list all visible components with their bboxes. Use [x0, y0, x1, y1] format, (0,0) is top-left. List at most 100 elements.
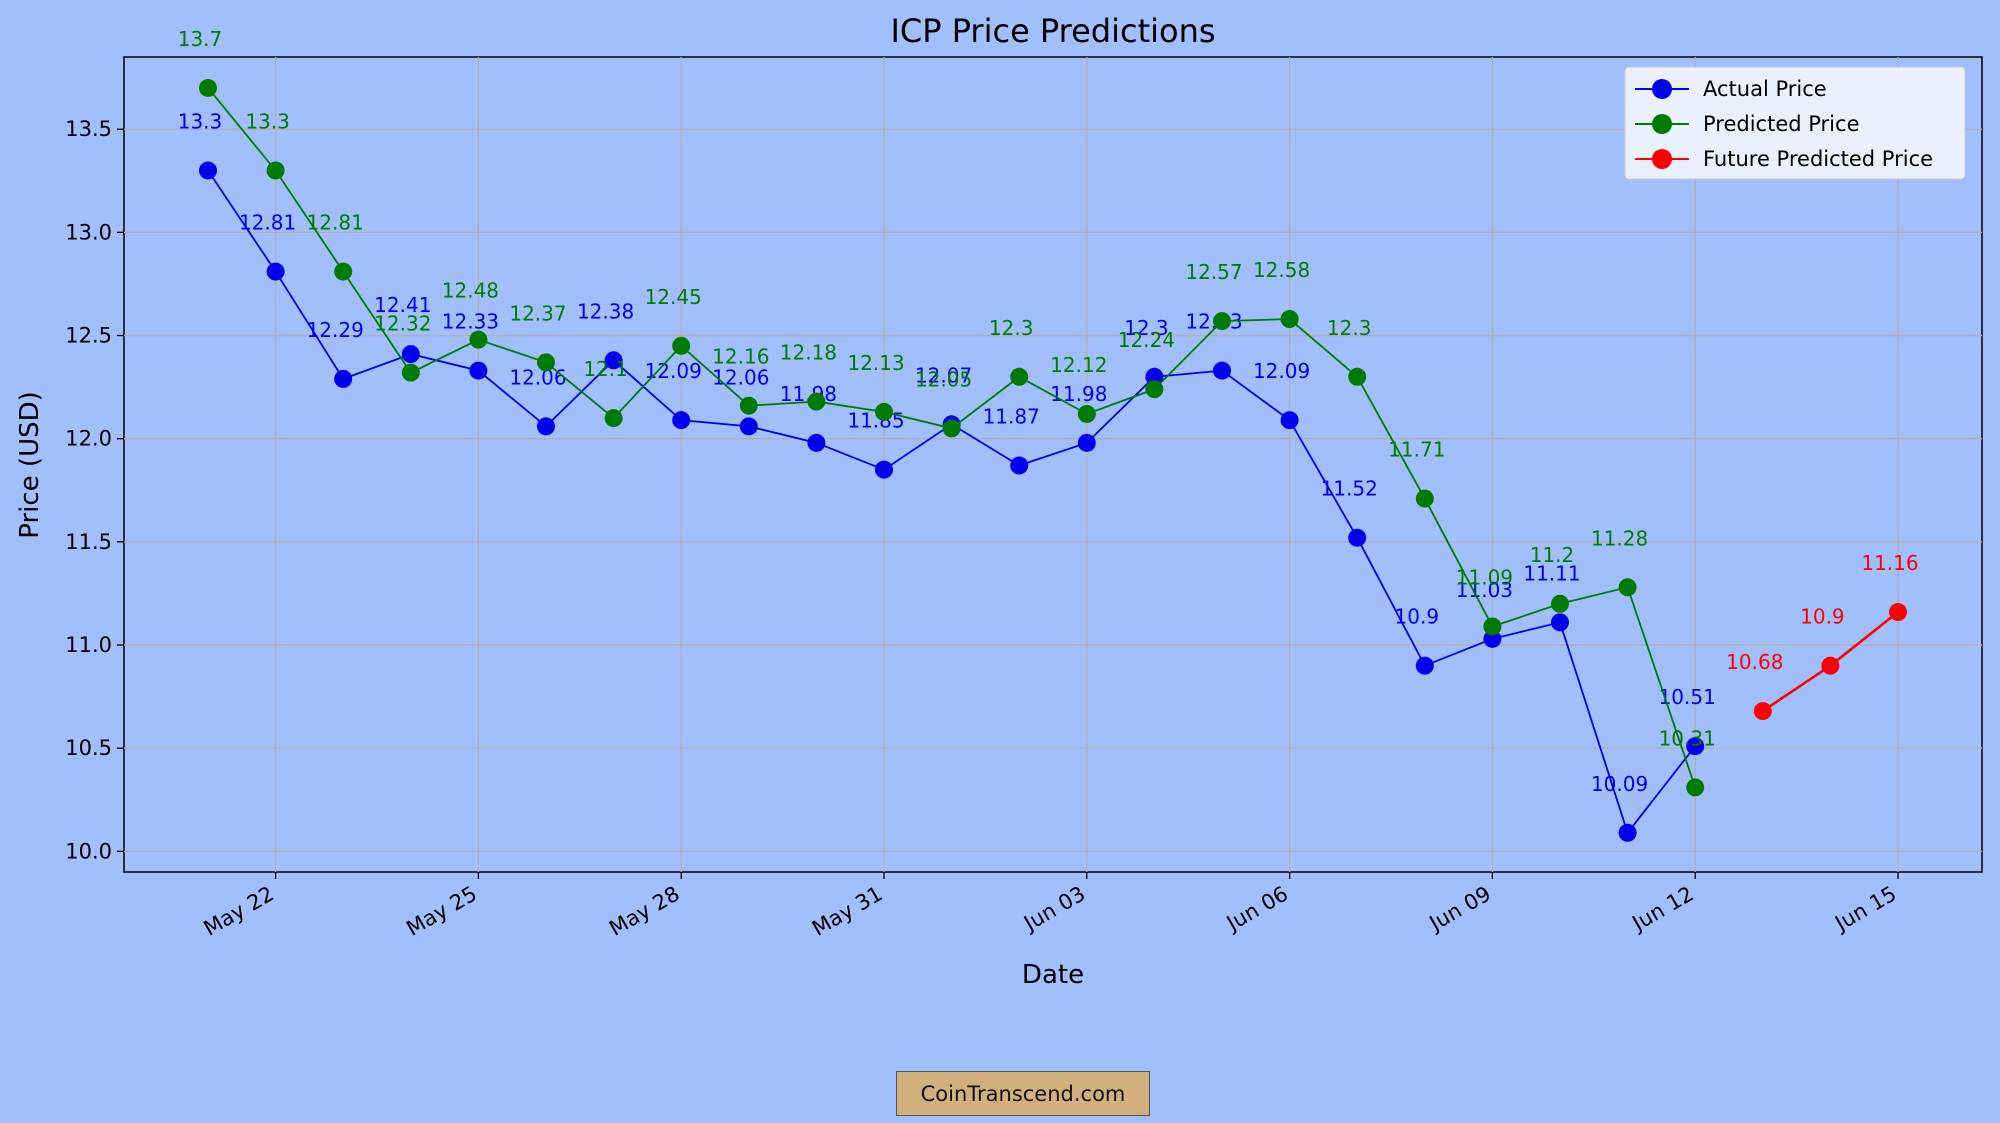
data-label: 13.3	[178, 109, 223, 133]
x-tick-label: May 22	[200, 882, 279, 941]
data-point	[469, 330, 488, 349]
y-tick-label: 13.5	[65, 117, 112, 141]
data-point	[199, 78, 217, 97]
data-point	[1415, 489, 1434, 508]
legend-entry-label: Actual Price	[1703, 77, 1827, 101]
data-label: 11.98	[1050, 382, 1107, 406]
data-label: 11.28	[1591, 526, 1648, 550]
data-label: 10.9	[1395, 605, 1440, 629]
x-tick-label: Jun 15	[1829, 882, 1900, 937]
data-label: 12.81	[239, 211, 296, 235]
x-tick-label: Jun 06	[1221, 882, 1292, 937]
data-label: 12.06	[509, 365, 566, 389]
data-point	[266, 161, 285, 180]
data-label: 10.09	[1591, 772, 1648, 796]
data-label: 12.38	[577, 299, 634, 323]
data-point	[537, 417, 555, 436]
x-tick-label: Jun 12	[1627, 882, 1698, 937]
series-predicted: 13.7 13.3 12.81 12.32 12.48 12.37 12.1 12.45 12.…	[178, 27, 1716, 797]
data-label: 12.09	[1253, 359, 1310, 383]
legend-marker	[1652, 114, 1672, 134]
data-point	[604, 351, 623, 370]
legend-marker	[1652, 79, 1672, 99]
x-tick-label: May 31	[808, 882, 887, 941]
y-tick-label: 10.0	[65, 839, 112, 863]
data-label: 10.68	[1726, 650, 1783, 674]
data-label: 10.9	[1800, 605, 1845, 629]
data-point	[1753, 702, 1772, 721]
data-point	[672, 336, 691, 355]
y-tick-label: 10.5	[65, 736, 112, 760]
data-label: 12.3	[989, 316, 1034, 340]
data-point	[942, 419, 961, 438]
x-tick-label: May 25	[402, 882, 481, 941]
data-label: 11.52	[1321, 477, 1378, 501]
y-tick-label: 11.5	[65, 530, 112, 554]
data-point	[1686, 737, 1705, 756]
x-tick-label: Jun 03	[1018, 882, 1089, 937]
data-point	[199, 161, 217, 180]
data-label: 12.81	[307, 211, 364, 235]
data-label: 12.1	[583, 357, 628, 381]
data-label: 12.3	[1124, 316, 1169, 340]
data-label: 12.58	[1253, 258, 1310, 282]
data-label: 12.57	[1185, 260, 1242, 284]
series-future: 10.68 10.9 11.16	[1726, 551, 1919, 721]
data-label: 13.3	[245, 109, 290, 133]
data-point	[537, 353, 555, 372]
grid	[124, 57, 1982, 872]
data-point	[1821, 656, 1840, 675]
chart-title: ICP Price Predictions	[890, 12, 1215, 50]
data-point	[401, 363, 420, 382]
data-point	[1551, 613, 1569, 632]
data-point	[1145, 380, 1164, 399]
x-tick-label: May 28	[605, 882, 684, 941]
data-point	[1145, 367, 1164, 386]
data-point	[807, 433, 826, 452]
data-point	[401, 345, 420, 364]
data-label: 12.24	[1118, 328, 1175, 352]
watermark: CoinTranscend.com	[896, 1071, 1150, 1116]
data-point	[875, 402, 893, 421]
data-label: 11.03	[1456, 578, 1513, 602]
legend: Actual Price Predicted Price Future Predic…	[1624, 66, 1966, 180]
data-label: 11.16	[1861, 551, 1918, 575]
data-point	[1213, 312, 1231, 331]
data-point	[1213, 361, 1231, 380]
legend-box	[1624, 66, 1966, 180]
data-label: 12.45	[645, 285, 702, 309]
y-axis-label: Price (USD)	[15, 391, 45, 539]
data-label: 12.16	[712, 345, 769, 369]
data-label: 12.29	[307, 318, 364, 342]
x-tick-label: Jun 09	[1424, 882, 1495, 937]
data-point	[334, 369, 353, 388]
data-point	[739, 396, 758, 415]
data-point	[875, 460, 893, 479]
data-point	[604, 409, 623, 428]
data-point	[1483, 629, 1502, 648]
data-point	[1280, 411, 1299, 430]
data-point	[1348, 528, 1367, 547]
data-label: 11.11	[1523, 561, 1580, 585]
data-label: 12.07	[915, 363, 972, 387]
data-point	[1889, 603, 1907, 622]
data-point	[807, 392, 826, 411]
data-label: 12.48	[442, 279, 499, 303]
data-label: 11.87	[983, 405, 1040, 429]
y-tick-label: 12.0	[65, 427, 112, 451]
data-label: 12.37	[509, 301, 566, 325]
data-point	[334, 262, 353, 281]
data-label: 11.2	[1530, 543, 1575, 567]
data-label: 11.09	[1456, 565, 1513, 589]
data-point	[266, 262, 285, 281]
data-point	[1686, 778, 1705, 797]
data-label: 12.32	[374, 312, 431, 336]
data-point	[1415, 656, 1434, 675]
data-label: 10.31	[1659, 726, 1716, 750]
data-point	[1010, 367, 1029, 386]
data-label: 12.41	[374, 293, 431, 317]
y-tick-label: 11.0	[65, 633, 112, 657]
data-label: 12.09	[645, 359, 702, 383]
